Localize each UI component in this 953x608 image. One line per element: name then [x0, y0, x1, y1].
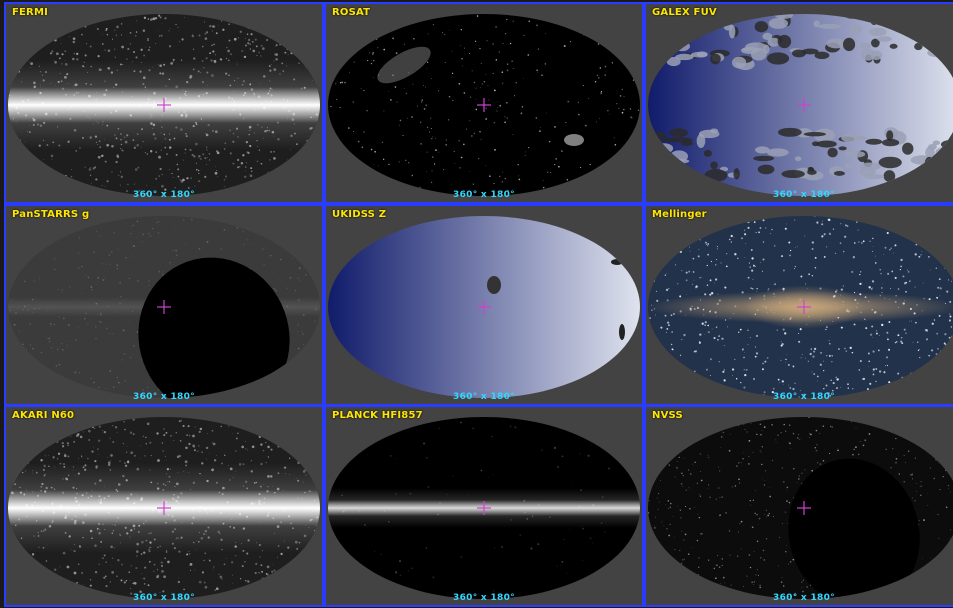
sky-view-panel[interactable]: ROSAT 360° x 180° [324, 2, 644, 204]
sky-view-panel[interactable]: Mellinger 360° x 180° [644, 204, 953, 406]
allsky-map[interactable] [326, 206, 642, 404]
center-reticle-icon [157, 300, 171, 314]
center-reticle-icon [797, 501, 811, 515]
sky-view-panel[interactable]: UKIDSS Z 360° x 180° [324, 204, 644, 406]
center-reticle-icon [157, 98, 171, 112]
allsky-map[interactable] [326, 407, 642, 605]
allsky-map[interactable] [6, 206, 322, 404]
allsky-map[interactable] [646, 206, 953, 404]
survey-name-label: PLANCK HFI857 [332, 410, 423, 421]
field-of-view-label: 360° x 180° [133, 190, 195, 200]
center-reticle-icon [157, 501, 171, 515]
survey-name-label: UKIDSS Z [332, 209, 387, 220]
allsky-map[interactable] [6, 407, 322, 605]
sky-view-panel[interactable]: NVSS 360° x 180° [644, 405, 953, 607]
field-of-view-label: 360° x 180° [773, 593, 835, 603]
allsky-map[interactable] [646, 4, 953, 202]
survey-name-label: FERMI [12, 7, 49, 18]
survey-name-label: PanSTARRS g [12, 209, 90, 220]
field-of-view-label: 360° x 180° [453, 190, 515, 200]
allsky-map[interactable] [6, 4, 322, 202]
field-of-view-label: 360° x 180° [133, 392, 195, 402]
sky-view-panel[interactable]: FERMI 360° x 180° [4, 2, 324, 204]
allsky-map[interactable] [646, 407, 953, 605]
sky-view-panel[interactable]: AKARI N60 360° x 180° [4, 405, 324, 607]
sky-view-panel[interactable]: GALEX FUV 360° x 180° [644, 2, 953, 204]
survey-name-label: Mellinger [652, 209, 707, 220]
field-of-view-label: 360° x 180° [453, 593, 515, 603]
sky-view-panel[interactable]: PLANCK HFI857 360° x 180° [324, 405, 644, 607]
center-reticle-icon [477, 501, 491, 515]
survey-name-label: NVSS [652, 410, 683, 421]
center-reticle-icon [797, 300, 811, 314]
field-of-view-label: 360° x 180° [773, 392, 835, 402]
survey-name-label: AKARI N60 [12, 410, 75, 421]
field-of-view-label: 360° x 180° [133, 593, 195, 603]
survey-name-label: GALEX FUV [652, 7, 717, 18]
sky-view-panel[interactable]: PanSTARRS g 360° x 180° [4, 204, 324, 406]
allsky-map[interactable] [326, 4, 642, 202]
center-reticle-icon [477, 98, 491, 112]
field-of-view-label: 360° x 180° [453, 392, 515, 402]
center-reticle-icon [797, 98, 811, 112]
center-reticle-icon [477, 300, 491, 314]
survey-name-label: ROSAT [332, 7, 371, 18]
field-of-view-label: 360° x 180° [773, 190, 835, 200]
